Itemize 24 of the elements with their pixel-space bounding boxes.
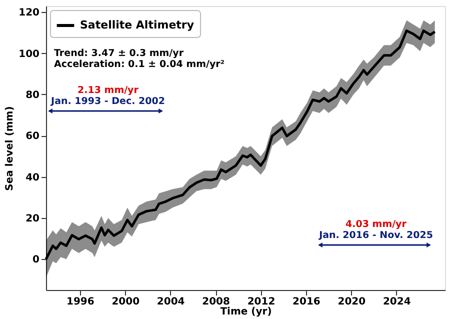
y-tick-label: 20: [26, 213, 40, 224]
annotation: 2.13 mm/yr: [78, 85, 139, 96]
x-tick-label: 2016: [292, 296, 320, 308]
y-tick-label: 0: [32, 254, 40, 266]
x-tick-label: 2000: [112, 296, 140, 308]
annotation: Jan. 1993 - Dec. 2002: [50, 96, 165, 107]
x-tick-label: 2012: [247, 296, 276, 308]
y-tick-label: 40: [26, 172, 40, 184]
x-tick-label: 2020: [338, 296, 366, 308]
legend-label: Satellite Altimetry: [80, 18, 194, 32]
annotation: Acceleration: 0.1 ± 0.04 mm/yr²: [54, 59, 225, 70]
x-tick-label: 2024: [382, 296, 411, 308]
y-tick-label: 120: [18, 8, 40, 19]
x-axis-title: Time (yr): [220, 306, 272, 318]
y-axis-title: Sea level (mm): [4, 106, 16, 191]
y-tick-label: 100: [18, 48, 40, 60]
annotation: Jan. 2016 - Nov. 2025: [318, 230, 433, 241]
y-tick-label: 80: [26, 90, 40, 101]
x-tick-label: 1996: [66, 296, 94, 308]
annotation: Trend: 3.47 ± 0.3 mm/yr: [54, 48, 184, 59]
x-tick-label: 2004: [156, 296, 185, 308]
y-tick-label: 60: [26, 131, 40, 142]
annotation: 4.03 mm/yr: [346, 219, 407, 230]
x-tick-label: 2008: [202, 296, 230, 308]
